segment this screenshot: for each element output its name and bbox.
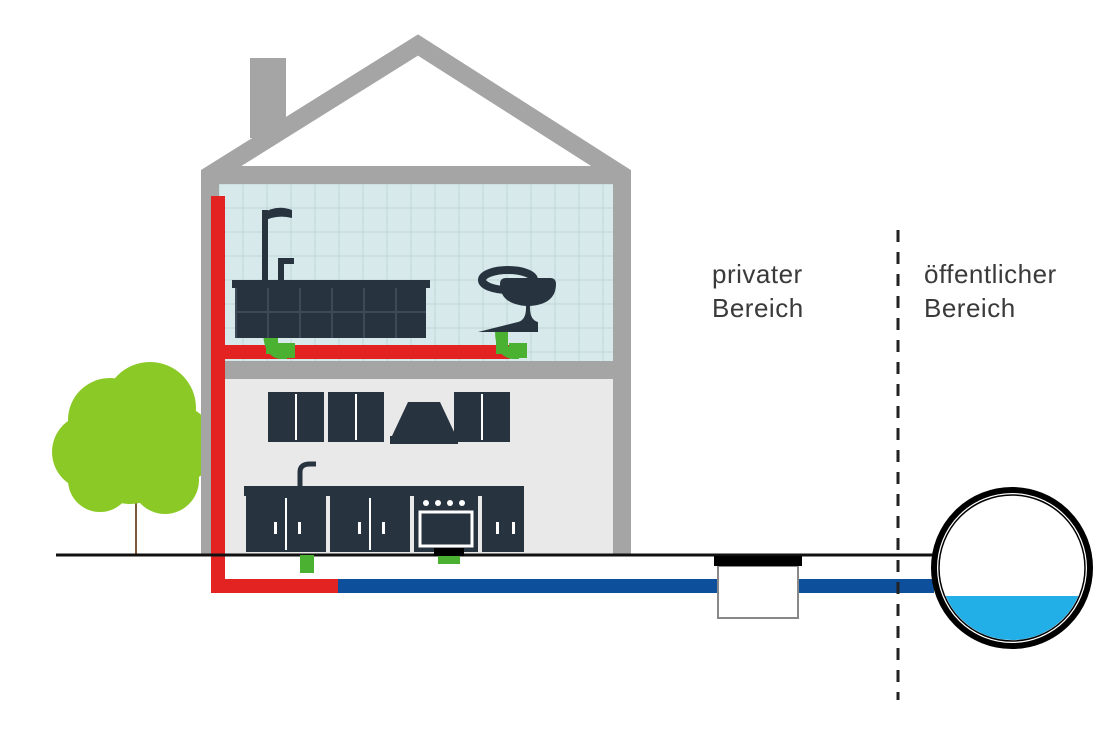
label-private-area: privater Bereich <box>712 258 804 326</box>
label-private-line1: privater <box>712 259 803 289</box>
drain-trap-icon <box>496 332 508 354</box>
drain-cap-icon <box>434 548 464 556</box>
tree-icon <box>52 362 215 555</box>
label-public-line2: Bereich <box>924 293 1016 323</box>
inspection-chamber-lid <box>714 556 802 566</box>
chimney-icon <box>250 58 286 138</box>
label-private-line2: Bereich <box>712 293 804 323</box>
ground-drain-icon <box>300 555 314 573</box>
label-public-line1: öffentlicher <box>924 259 1057 289</box>
inspection-chamber <box>718 566 798 618</box>
diagram-canvas <box>0 0 1112 746</box>
label-public-area: öffentlicher Bereich <box>924 258 1057 326</box>
